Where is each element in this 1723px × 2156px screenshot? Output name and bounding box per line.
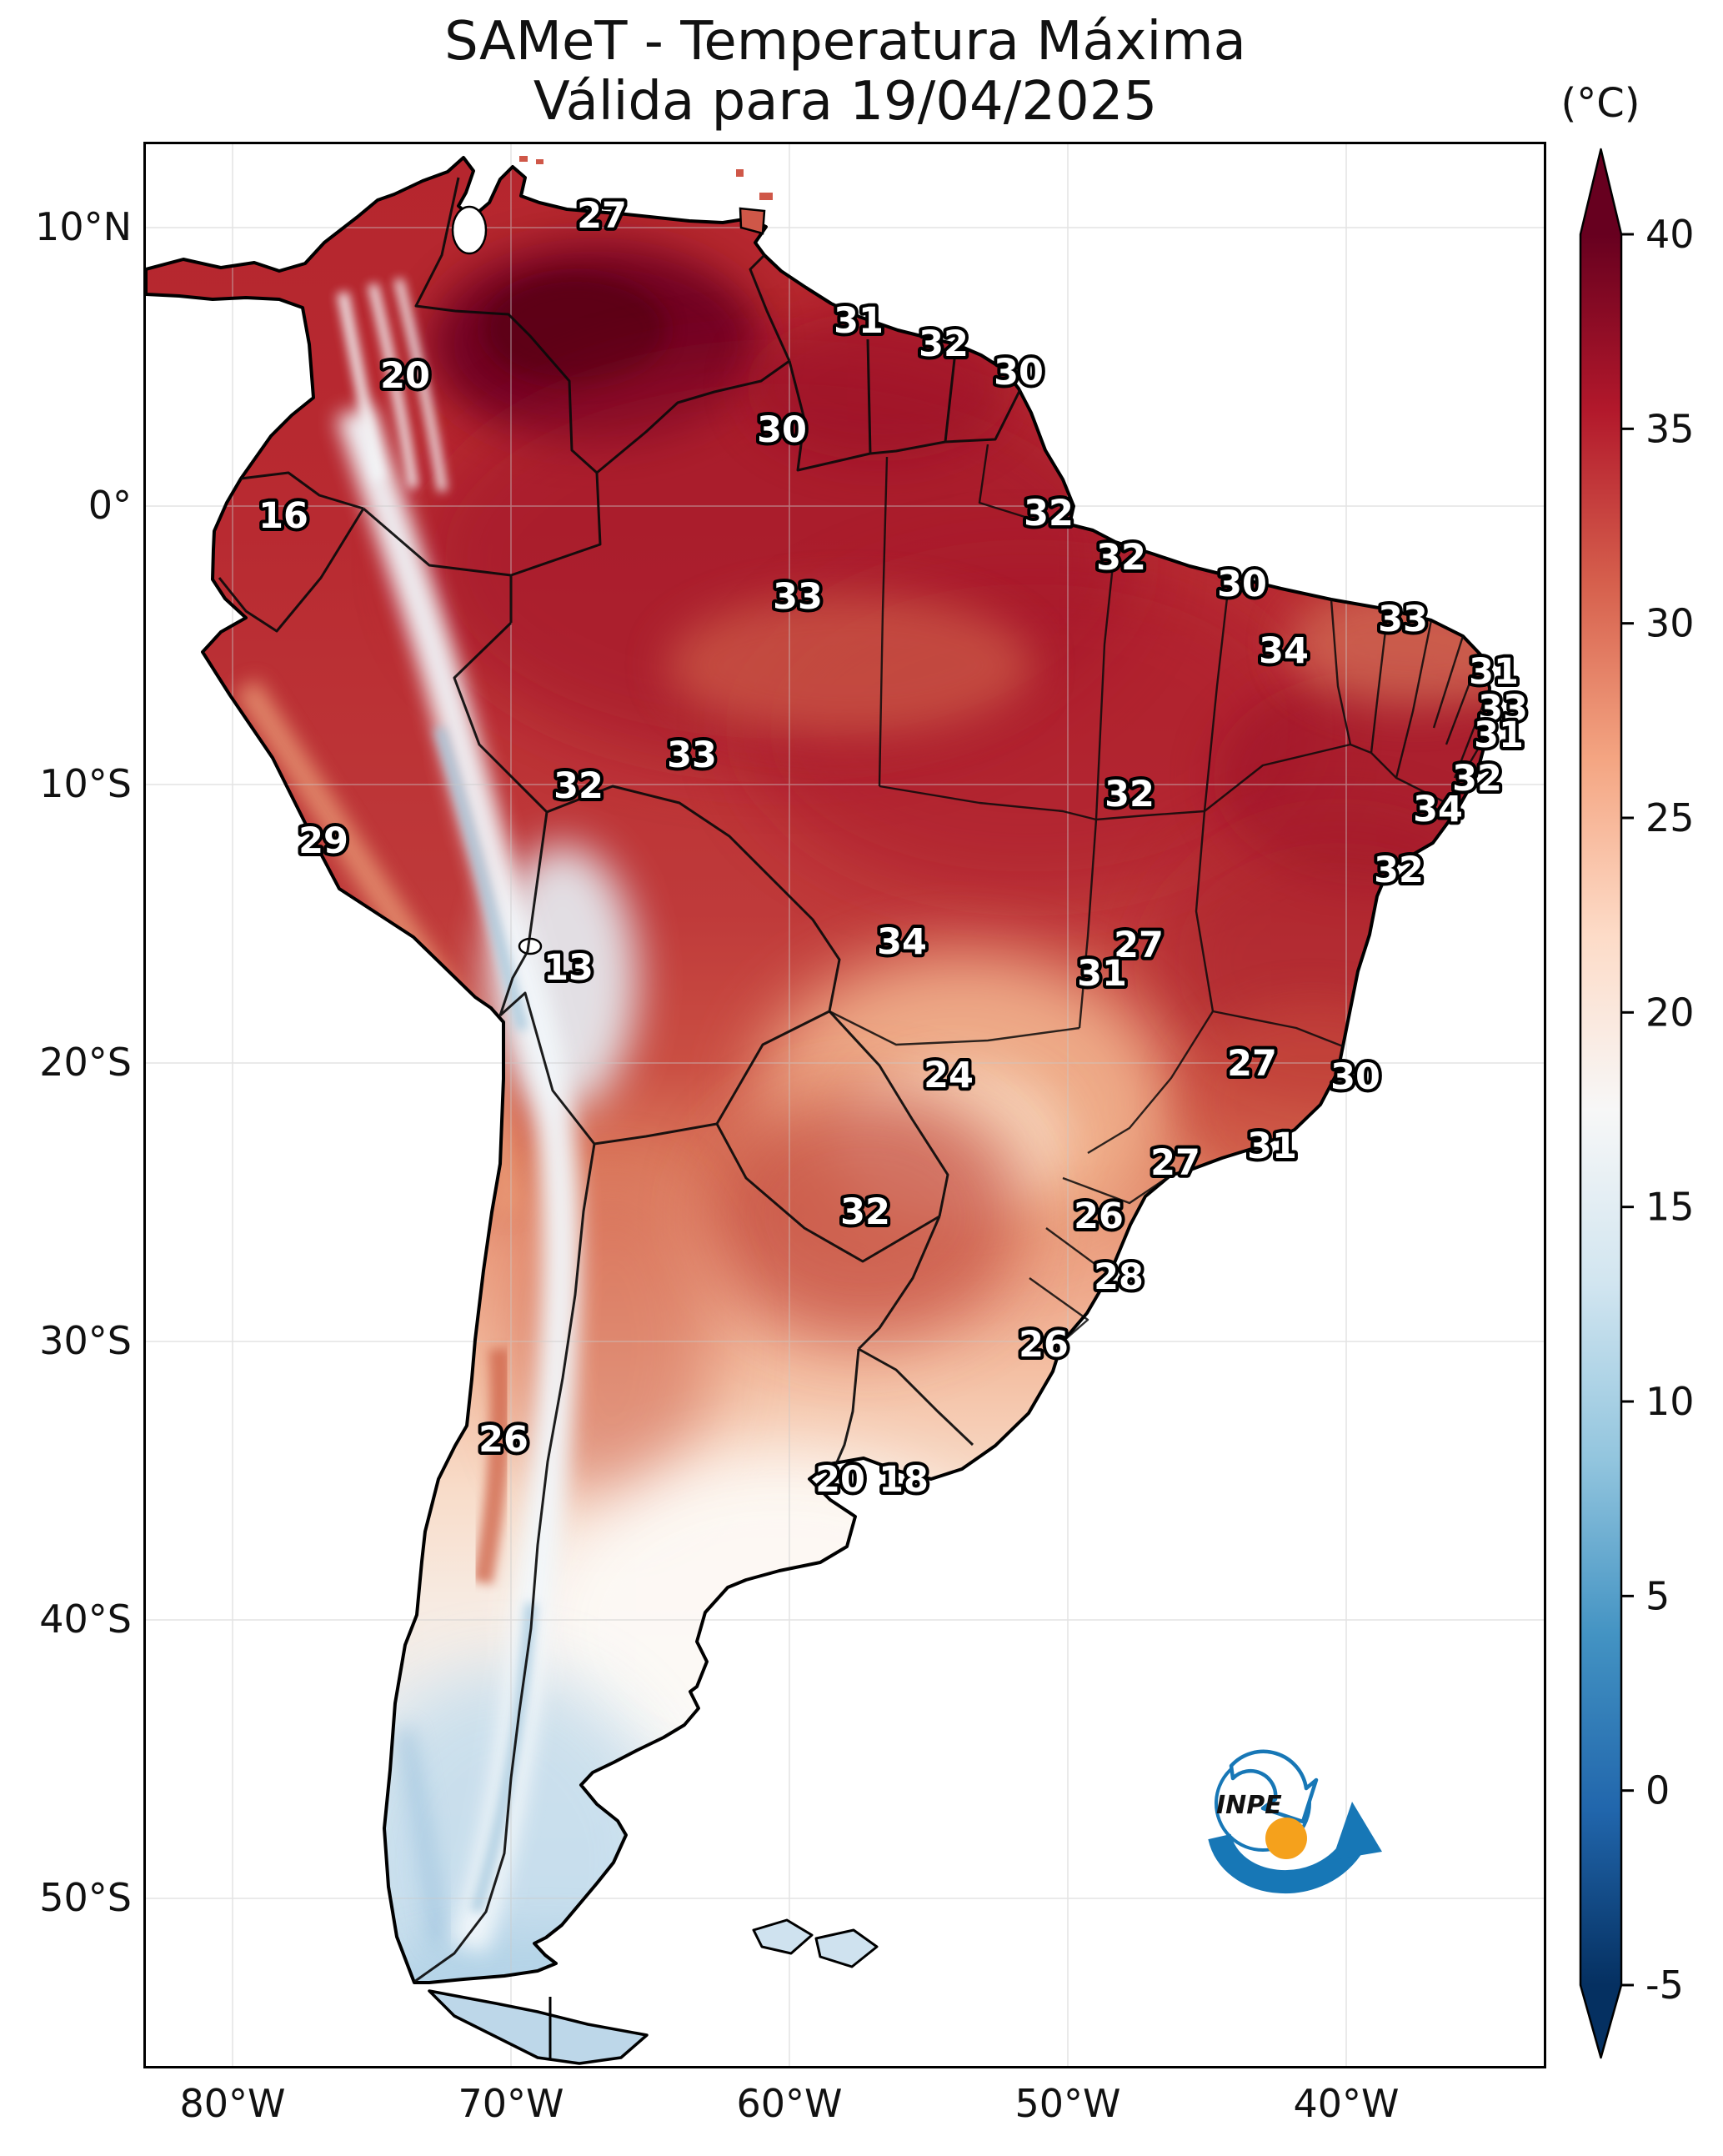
colorbar-tick-label: 40 [1645, 212, 1695, 257]
colorbar-unit-label: (°C) [1560, 80, 1640, 127]
temperature-value-label: 30 [1217, 564, 1267, 605]
inpe-logo: INPE [1208, 1749, 1382, 1894]
graticule [146, 144, 1544, 2066]
colorbar-tick-label: -5 [1645, 1963, 1684, 2008]
colorbar: 40 35 30 25 20 15 10 5 0 -5 [1579, 148, 1695, 2059]
temperature-value-label: 33 [1478, 688, 1528, 730]
colorbar-bar [1579, 148, 1623, 2059]
temperature-value-label: 20 [815, 1459, 865, 1501]
malvinas-islands [752, 1918, 879, 1968]
temperature-value-label: 16 [258, 495, 308, 537]
colorbar-tick-label: 20 [1645, 990, 1695, 1035]
temperature-value-label: 33 [773, 576, 823, 618]
lat-tick-label: 40°S [39, 1597, 132, 1642]
title-line-2: Válida para 19/04/2025 [533, 71, 1158, 133]
lake-maracaibo [451, 205, 488, 255]
temperature-value-label: 31 [1474, 714, 1524, 756]
caribbean-islands [519, 156, 773, 235]
inpe-logo-arrowhead [1332, 1802, 1382, 1860]
tierra-del-fuego [428, 1989, 649, 2065]
temperature-value-label: 32 [919, 323, 969, 365]
temperature-value-label: 18 [879, 1459, 929, 1501]
lon-tick-label: 60°W [736, 2081, 843, 2126]
temperature-value-label: 31 [1077, 953, 1127, 995]
inpe-logo-down-arrow [1229, 1749, 1319, 1824]
temperature-value-label: 30 [994, 352, 1044, 394]
map-frame: INPE 27 20 31 32 30 30 16 32 32 30 33 33 34 31 33 31 33 3… [143, 142, 1546, 2068]
temperature-value-label: 13 [543, 947, 594, 989]
temperature-field [146, 158, 1490, 1983]
temperature-value-label: 32 [1452, 758, 1502, 800]
inpe-logo-swoosh [1208, 1833, 1361, 1894]
temperature-value-label: 26 [478, 1419, 528, 1461]
temperature-value-label: 27 [1227, 1043, 1277, 1085]
temperature-value-label: 27 [577, 195, 627, 237]
temperature-value-label: 31 [1469, 651, 1519, 693]
temperature-value-label: 31 [1247, 1126, 1297, 1167]
temperature-value-label: 27 [1150, 1142, 1200, 1184]
temperature-value-label: 28 [1094, 1256, 1144, 1298]
lat-tick-label: 50°S [39, 1875, 132, 1920]
temperature-value-label: 32 [1096, 537, 1146, 579]
temperature-value-label: 32 [1024, 493, 1074, 534]
temperature-value-label: 20 [380, 355, 430, 397]
lon-tick-label: 80°W [179, 2081, 286, 2126]
lon-tick-label: 70°W [458, 2081, 564, 2126]
temperature-value-label: 29 [298, 820, 348, 862]
temperature-value-label: 30 [1330, 1056, 1380, 1098]
colorbar-tick-label: 10 [1645, 1379, 1695, 1424]
temperature-value-label: 26 [1074, 1196, 1124, 1237]
lat-tick-label: 10°N [35, 204, 132, 249]
title-line-1: SAMeT - Temperatura Máxima [444, 11, 1246, 73]
temperature-value-label: 27 [1114, 925, 1164, 966]
lon-tick-label: 40°W [1293, 2081, 1400, 2126]
temperature-value-label: 32 [1104, 774, 1155, 815]
temperature-value-label: 24 [924, 1055, 974, 1096]
figure-title: SAMeT - Temperatura Máxima Válida para 1… [0, 12, 1690, 132]
lat-tick-label: 10°S [39, 761, 132, 806]
colorbar-tick-label: 0 [1645, 1768, 1670, 1813]
temperature-value-label: 32 [1374, 850, 1424, 891]
temperature-value-label: 26 [1019, 1324, 1069, 1366]
lakes [451, 205, 543, 955]
temperature-value-label: 32 [553, 765, 604, 807]
temperature-value-label: 31 [834, 300, 884, 342]
lat-tick-label: 20°S [39, 1040, 132, 1085]
lon-tick-label: 50°W [1014, 2081, 1121, 2126]
colorbar-ticks: 40 35 30 25 20 15 10 5 0 -5 [1621, 212, 1695, 2008]
temperature-value-label: 33 [667, 735, 717, 776]
colorbar-tick-label: 15 [1645, 1185, 1695, 1230]
temperature-value-label: 34 [877, 921, 927, 963]
inpe-logo-text: INPE [1216, 1791, 1282, 1820]
colorbar-tick-label: 25 [1645, 795, 1695, 840]
temperature-value-label: 33 [1378, 599, 1428, 640]
colorbar-tick-label: 30 [1645, 601, 1695, 646]
colorbar-tick-label: 5 [1645, 1573, 1670, 1618]
lat-tick-label: 0° [88, 483, 132, 528]
temperature-value-label: 34 [1413, 789, 1463, 830]
temperature-value-label: 34 [1259, 630, 1309, 672]
temperature-value-label: 30 [757, 409, 807, 451]
lat-tick-label: 30°S [39, 1318, 132, 1363]
state-borders [829, 444, 1491, 1343]
inpe-logo-orange-dot [1265, 1818, 1307, 1859]
colorbar-tick-label: 35 [1645, 406, 1695, 451]
country-borders [218, 177, 1022, 1983]
temperature-value-label: 32 [840, 1191, 890, 1233]
